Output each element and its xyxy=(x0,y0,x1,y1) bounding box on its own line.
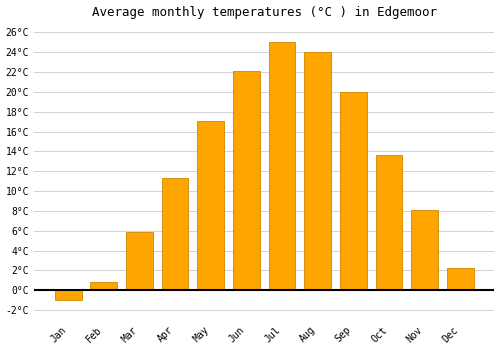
Bar xyxy=(447,268,473,290)
Bar xyxy=(411,210,438,290)
Bar xyxy=(268,42,295,290)
Title: Average monthly temperatures (°C ) in Edgemoor: Average monthly temperatures (°C ) in Ed… xyxy=(92,6,436,19)
Bar xyxy=(162,178,188,290)
Bar xyxy=(340,92,366,290)
Bar xyxy=(376,155,402,290)
Bar xyxy=(90,282,117,290)
Bar xyxy=(304,52,331,290)
Bar xyxy=(233,71,260,290)
Bar xyxy=(198,121,224,290)
Bar xyxy=(55,290,82,300)
Bar xyxy=(126,232,153,290)
